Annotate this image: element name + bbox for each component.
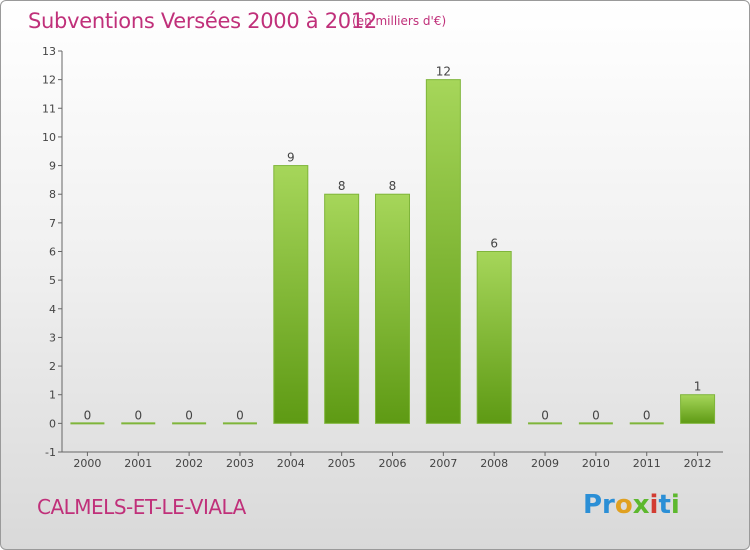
x-tick-label: 2004 xyxy=(277,457,305,470)
y-tick-label: -1 xyxy=(45,446,56,459)
bar-value-label: 0 xyxy=(592,408,600,422)
y-tick-label: 4 xyxy=(49,303,56,316)
y-tick-label: 11 xyxy=(42,102,56,115)
bar-value-label: 0 xyxy=(84,408,92,422)
bar xyxy=(324,193,360,424)
x-tick-label: 2008 xyxy=(480,457,508,470)
x-tick-label: 2001 xyxy=(124,457,152,470)
bar-value-label: 1 xyxy=(694,380,702,394)
y-tick-label: 13 xyxy=(42,45,56,58)
bar xyxy=(680,394,716,424)
y-tick-label: 2 xyxy=(49,360,56,373)
bar-value-label: 0 xyxy=(541,408,549,422)
bar xyxy=(70,422,105,425)
commune-name: CALMELS-ET-LE-VIALA xyxy=(37,495,246,519)
x-tick-label: 2012 xyxy=(684,457,712,470)
bar xyxy=(629,422,664,425)
bar-value-label: 0 xyxy=(643,408,651,422)
y-tick-label: 6 xyxy=(49,246,56,259)
y-tick-label: 5 xyxy=(49,274,56,287)
x-tick-label: 2007 xyxy=(429,457,457,470)
bar-value-label: 0 xyxy=(185,408,193,422)
x-tick-label: 2010 xyxy=(582,457,610,470)
y-tick-label: 7 xyxy=(49,217,56,230)
y-tick-label: 9 xyxy=(49,160,56,173)
bar xyxy=(578,422,613,425)
chart-title: Subventions Versées 2000 à 2012 xyxy=(28,9,377,33)
bar xyxy=(273,165,309,424)
bar-value-label: 8 xyxy=(389,179,397,193)
y-tick-label: 12 xyxy=(42,74,56,87)
bar-value-label: 9 xyxy=(287,151,295,165)
bar-value-label: 0 xyxy=(134,408,142,422)
x-tick-label: 2005 xyxy=(328,457,356,470)
bar-value-label: 8 xyxy=(338,179,346,193)
bar-value-label: 12 xyxy=(436,65,451,79)
y-tick-label: 8 xyxy=(49,188,56,201)
bar-value-label: 6 xyxy=(490,237,498,251)
bar xyxy=(425,79,461,424)
bar xyxy=(121,422,156,425)
x-tick-label: 2000 xyxy=(73,457,101,470)
bar xyxy=(172,422,207,425)
x-tick-label: 2002 xyxy=(175,457,203,470)
x-tick-label: 2006 xyxy=(379,457,407,470)
bar-value-label: 0 xyxy=(236,408,244,422)
x-tick-label: 2009 xyxy=(531,457,559,470)
y-tick-label: 3 xyxy=(49,331,56,344)
y-tick-label: 10 xyxy=(42,131,56,144)
bar xyxy=(375,193,410,424)
proxiti-logo: Proxiti xyxy=(583,490,680,520)
bar xyxy=(528,422,563,425)
chart-unit: (en milliers d'€) xyxy=(352,14,447,28)
bar xyxy=(476,251,512,424)
x-tick-label: 2011 xyxy=(633,457,661,470)
x-tick-label: 2003 xyxy=(226,457,254,470)
y-tick-label: 1 xyxy=(49,389,56,402)
bar xyxy=(222,422,257,425)
y-tick-label: 0 xyxy=(49,417,56,430)
